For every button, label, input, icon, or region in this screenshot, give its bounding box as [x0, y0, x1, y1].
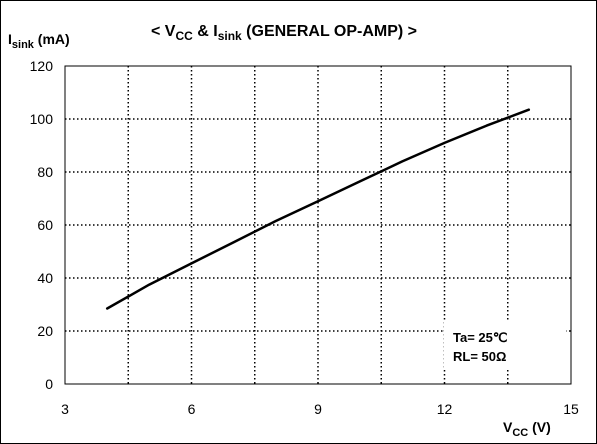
series-group: [105, 108, 531, 310]
x-tick-label: 6: [188, 401, 196, 417]
y-tick-label: 60: [37, 217, 53, 233]
x-axis-label: VCC (V): [503, 419, 551, 439]
annotation-ta: Ta= 25℃: [453, 330, 507, 345]
x-tick-label: 3: [61, 401, 69, 417]
x-tick-label: 15: [563, 401, 579, 417]
y-tick-label: 80: [37, 164, 53, 180]
x-tick-label: 9: [314, 401, 322, 417]
annotation-rl: RL= 50Ω: [453, 349, 506, 364]
x-tick-label: 12: [437, 401, 453, 417]
y-tick-labels: 0 20 40 60 80 100 120: [30, 58, 54, 392]
y-tick-label: 40: [37, 270, 53, 286]
annotation-box: [444, 322, 566, 369]
x-tick-labels: 3 6 9 12 15: [61, 401, 579, 417]
chart-title: < VCC & Isink (GENERAL OP-AMP) >: [151, 23, 417, 43]
y-tick-label: 120: [30, 58, 54, 74]
y-tick-label: 20: [37, 323, 53, 339]
y-tick-label: 0: [45, 376, 53, 392]
y-tick-label: 100: [30, 111, 54, 127]
y-axis-label: Isink (mA): [8, 31, 70, 51]
series-line: [105, 108, 531, 310]
